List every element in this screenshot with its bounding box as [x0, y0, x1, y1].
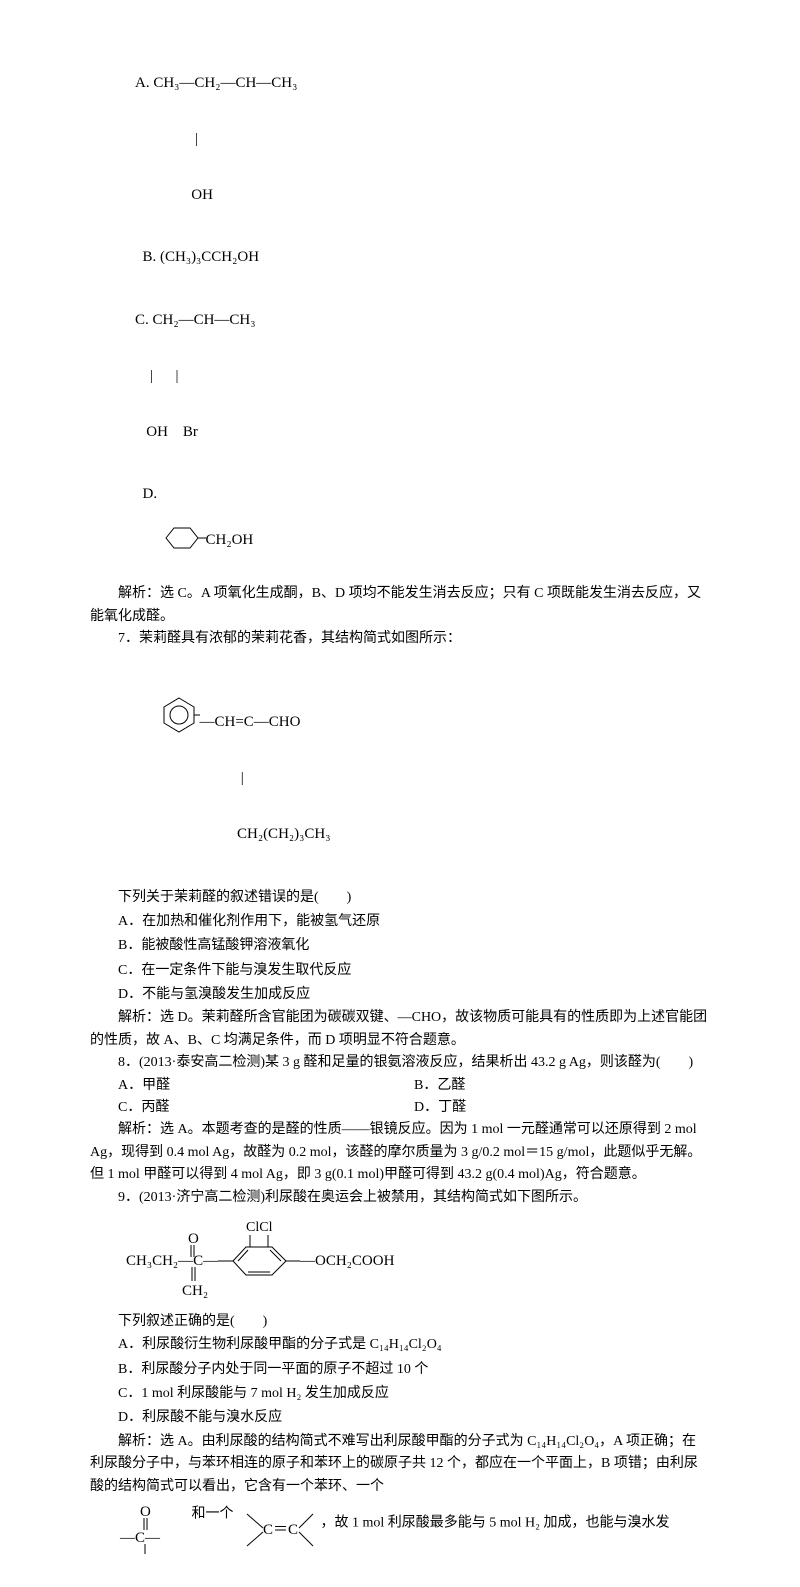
q7-structure: —CH=C—CHO | CH₂(CH₂)₃CH₃ [135, 656, 710, 881]
svg-text:CH₂: CH₂ [182, 1283, 208, 1299]
q7-struct-mid: | [200, 769, 331, 788]
q7-stem: 7．茉莉醛具有浓郁的茉莉花香，其结构简式如图所示： [90, 628, 710, 650]
q9-analysis: 解析：选 A。由利尿酸的结构简式不难写出利尿酸甲酯的分子式为 C₁₄H₁₄Cl₂… [90, 1431, 710, 1498]
q7-option-b: B．能被酸性高锰酸钾溶液氧化 [118, 934, 710, 958]
q7-struct-bot: CH₂(CH₂)₃CH₃ [200, 825, 331, 844]
svg-text:O: O [188, 1231, 199, 1247]
q6-analysis: 解析：选 C。A 项氧化生成酮，B、D 项均不能发生消去反应；只有 C 项既能发… [90, 583, 710, 628]
svg-text:C＝C: C＝C [263, 1522, 298, 1538]
q6-optD-tail: CH₂OH [206, 532, 254, 548]
q9-stem: 9．(2013·济宁高二检测)利尿酸在奥运会上被禁用，其结构简式如下图所示。 [90, 1187, 710, 1209]
q7-option-a: A．在加热和催化剂作用下，能被氢气还原 [118, 910, 710, 934]
q9-analysis-cont: ，故 1 mol 利尿酸最多能与 5 mol H₂ 加成，也能与溴水发 [321, 1516, 670, 1531]
q9-ask: 下列叙述正确的是( ) [90, 1311, 710, 1333]
q8-option-b: B．乙醛 [414, 1075, 710, 1097]
q9-option-a: A．利尿酸衍生物利尿酸甲酯的分子式是 C₁₄H₁₄Cl₂O₄ [118, 1333, 710, 1357]
q6-optA-line2: | [135, 130, 710, 149]
svg-text:—C—: —C— [119, 1530, 161, 1546]
q8-option-a: A．甲醛 [118, 1075, 414, 1097]
q6-option-c-structure: C. CH₂—CH—CH₃ | | OH Br [135, 273, 710, 461]
q6-option-a-structure: A. CH₃—CH₂—CH—CH₃ | OH [135, 36, 710, 224]
q9-structure-svg: CH₃CH₂—C— O CH₂ ClCl —OCH₂COOH [118, 1215, 458, 1305]
q6-optC-line2: | | [135, 367, 710, 386]
q6-option-d-structure: D. CH₂OH [135, 467, 710, 578]
q6-optA-line3: OH [135, 186, 710, 205]
q6-optB: B. (CH₃)₃CCH₂OH [143, 249, 260, 265]
q8-option-c: C．丙醛 [118, 1097, 414, 1119]
q9-option-b: B．利尿酸分子内处于同一平面的原子不超过 10 个 [118, 1358, 710, 1382]
svg-text:—OCH₂COOH: —OCH₂COOH [299, 1253, 395, 1269]
q6-optA-line1: A. CH₃—CH₂—CH—CH₃ [135, 74, 710, 93]
svg-text:O: O [140, 1504, 151, 1520]
q7-option-d: D．不能与氢溴酸发生加成反应 [118, 983, 710, 1007]
q9-option-d: D．利尿酸不能与溴水反应 [118, 1406, 710, 1430]
q7-option-c: C．在一定条件下能与溴发生取代反应 [118, 959, 710, 983]
q6-optC-line3: OH Br [135, 423, 710, 442]
q7-struct-top: —CH=C—CHO [200, 713, 331, 732]
q8-option-d: D．丁醛 [414, 1097, 710, 1119]
benzene-icon [143, 675, 200, 760]
q6-option-b-structure: B. (CH₃)₃CCH₂OH [135, 230, 710, 268]
q8-stem: 8．(2013·泰安高二检测)某 3 g 醛和足量的银氨溶液反应，结果析出 43… [90, 1052, 710, 1074]
q9-frag-connector: 和一个 [192, 1507, 238, 1522]
alkene-fragment-icon: C＝C [237, 1502, 317, 1557]
q6-optC-line1: C. CH₂—CH—CH₃ [135, 311, 710, 330]
hexagon-icon [143, 504, 206, 577]
svg-text:ClCl: ClCl [246, 1220, 273, 1235]
q8-analysis: 解析：选 A。本题考查的是醛的性质——银镜反应。因为 1 mol 一元醛通常可以… [90, 1119, 710, 1186]
q9-struct-left-text: CH₃CH₂—C— [126, 1253, 219, 1269]
q9-option-c: C．1 mol 利尿酸能与 7 mol H₂ 发生加成反应 [118, 1382, 710, 1406]
q7-ask: 下列关于茉莉醛的叙述错误的是( ) [90, 887, 710, 909]
q7-analysis: 解析：选 D。茉莉醛所含官能团为碳碳双键、—CHO，故该物质可能具有的性质即为上… [90, 1007, 710, 1052]
q9-fragment-structures: O —C— —C— 和一个 和一个 C＝C ，故 1 mol 利尿酸最多能与 5… [118, 1502, 710, 1557]
q6-optD-label: D. [143, 486, 158, 502]
q9-structure: CH₃CH₂—C— O CH₂ ClCl —OCH₂COOH [118, 1215, 710, 1305]
carbonyl-fragment-icon: O —C— [118, 1502, 188, 1557]
